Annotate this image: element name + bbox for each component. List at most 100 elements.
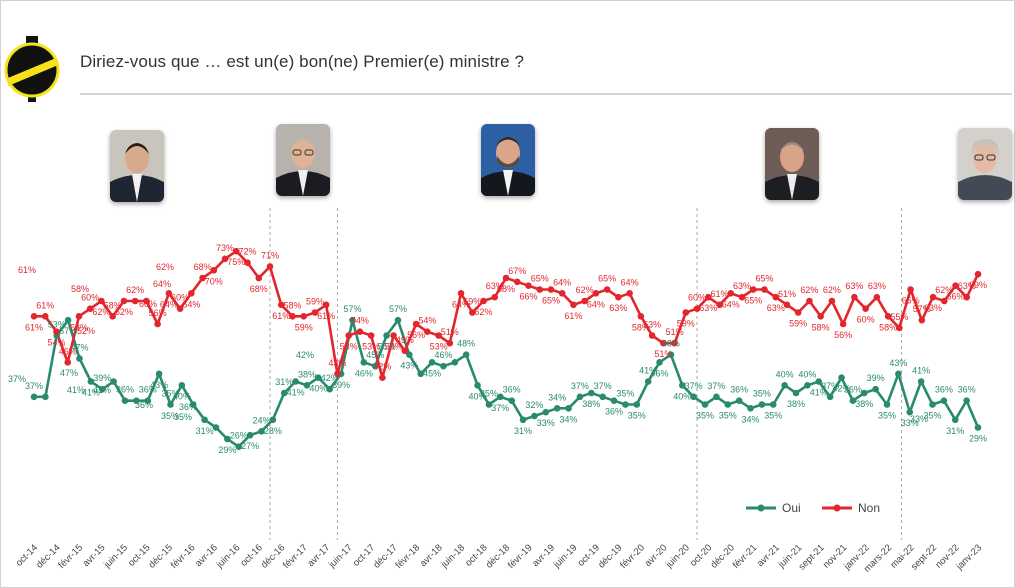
point-oui-19 bbox=[246, 431, 254, 439]
x-tick-35: sept-21 bbox=[797, 542, 827, 572]
point-oui-83 bbox=[974, 424, 982, 431]
label-oui-23: 41% bbox=[287, 388, 305, 398]
point-non-75 bbox=[873, 293, 881, 301]
label-oui-17: 29% bbox=[218, 445, 236, 455]
point-oui-35 bbox=[428, 359, 436, 366]
point-oui-63 bbox=[747, 405, 754, 412]
point-oui-1 bbox=[42, 393, 49, 401]
point-oui-37 bbox=[451, 359, 459, 366]
label-oui-63: 34% bbox=[742, 414, 760, 424]
point-non-69 bbox=[806, 297, 813, 305]
point-oui-82 bbox=[963, 397, 970, 404]
label-oui-31: 55% bbox=[378, 342, 396, 352]
point-oui-0 bbox=[30, 393, 38, 401]
point-non-34 bbox=[412, 320, 420, 328]
extra-label-10: 36% bbox=[179, 402, 197, 412]
label-non-60: 63% bbox=[699, 303, 717, 313]
point-non-5 bbox=[86, 305, 94, 312]
point-oui-16 bbox=[212, 424, 220, 431]
label-oui-79: 35% bbox=[923, 411, 941, 421]
point-non-70 bbox=[817, 313, 824, 320]
point-non-80 bbox=[929, 293, 937, 301]
label-non-76: 58% bbox=[879, 322, 897, 332]
label-oui-55: 46% bbox=[651, 368, 669, 378]
label-non-81: 62% bbox=[935, 285, 953, 295]
point-oui-28 bbox=[349, 316, 356, 324]
label-non-31: 42% bbox=[373, 362, 391, 372]
label-non-64: 65% bbox=[744, 296, 762, 306]
point-non-83 bbox=[963, 293, 971, 301]
point-oui-41 bbox=[497, 393, 504, 401]
label-oui-26: 42% bbox=[321, 373, 339, 383]
x-tick-2: févr-15 bbox=[56, 542, 85, 571]
point-oui-66 bbox=[781, 382, 788, 389]
x-tick-24: juin-19 bbox=[551, 542, 580, 571]
point-non-16 bbox=[210, 267, 218, 274]
point-oui-57 bbox=[678, 382, 686, 389]
label-oui-62: 36% bbox=[730, 385, 748, 395]
point-oui-62 bbox=[735, 397, 743, 404]
label-non-51: 65% bbox=[598, 274, 616, 284]
point-non-78 bbox=[907, 286, 914, 293]
point-non-54 bbox=[637, 313, 645, 320]
point-non-76 bbox=[884, 313, 892, 320]
portrait-man-grey-hair-icon bbox=[765, 128, 819, 200]
point-oui-18 bbox=[235, 443, 243, 450]
point-non-38 bbox=[457, 290, 465, 297]
label-oui-10: 36% bbox=[139, 385, 157, 395]
label-non-21: 71% bbox=[261, 251, 279, 261]
point-non-30 bbox=[367, 332, 375, 339]
point-oui-73 bbox=[860, 389, 868, 397]
label-non-0: 61% bbox=[25, 322, 43, 332]
point-oui-36 bbox=[440, 362, 447, 370]
portrait-man-glasses-icon bbox=[276, 124, 330, 196]
label-oui-67: 38% bbox=[787, 399, 805, 409]
extra-label-13: 35% bbox=[174, 412, 192, 422]
label-non-40: 62% bbox=[475, 307, 493, 317]
point-non-7 bbox=[109, 313, 116, 320]
point-non-72 bbox=[839, 320, 847, 328]
point-oui-45 bbox=[542, 408, 550, 416]
point-oui-67 bbox=[792, 389, 800, 397]
extra-label-9: 35% bbox=[161, 411, 179, 421]
point-oui-72 bbox=[849, 397, 857, 404]
point-oui-33 bbox=[406, 351, 413, 358]
point-non-24 bbox=[300, 313, 308, 320]
label-oui-80: 36% bbox=[935, 385, 953, 395]
label-oui-32: 57% bbox=[389, 304, 407, 314]
extra-label-0: 37% bbox=[8, 374, 26, 384]
label-non-7: 58% bbox=[104, 300, 122, 310]
label-non-38: 64% bbox=[452, 299, 470, 309]
label-oui-4: 47% bbox=[70, 343, 88, 353]
legend-non-dot bbox=[833, 504, 841, 512]
point-non-39 bbox=[468, 309, 476, 316]
label-oui-40: 35% bbox=[480, 389, 498, 399]
point-oui-30 bbox=[371, 362, 379, 370]
label-oui-11: 43% bbox=[150, 380, 168, 390]
label-non-15: 68% bbox=[194, 262, 212, 272]
label-oui-56: 48% bbox=[662, 339, 680, 349]
data-labels: 37%53%57%47%41%39%36% 36%43%35%40%31%29%2… bbox=[8, 243, 987, 455]
label-non-19: 72% bbox=[239, 247, 257, 257]
label-non-72: 56% bbox=[834, 330, 852, 340]
point-non-74 bbox=[862, 305, 869, 312]
label-oui-83: 29% bbox=[969, 434, 987, 444]
label-non-67: 61% bbox=[778, 289, 796, 299]
label-non-36: 53% bbox=[430, 342, 448, 352]
label-non-6: 62% bbox=[92, 307, 110, 317]
point-oui-71 bbox=[838, 374, 845, 381]
label-oui-46: 34% bbox=[548, 392, 566, 402]
point-non-41 bbox=[491, 293, 499, 301]
label-non-84: 69% bbox=[969, 280, 987, 290]
point-non-51 bbox=[603, 286, 611, 293]
label-oui-38: 48% bbox=[457, 339, 475, 349]
point-non-60 bbox=[704, 293, 712, 301]
point-non-64 bbox=[749, 286, 757, 293]
label-non-42: 68% bbox=[497, 284, 515, 294]
portrait-man-dark-suit-icon bbox=[110, 130, 164, 202]
label-oui-19: 27% bbox=[241, 441, 259, 451]
point-non-49 bbox=[581, 297, 588, 305]
point-non-1 bbox=[41, 313, 49, 320]
point-non-66 bbox=[772, 293, 780, 301]
point-non-73 bbox=[851, 293, 858, 301]
